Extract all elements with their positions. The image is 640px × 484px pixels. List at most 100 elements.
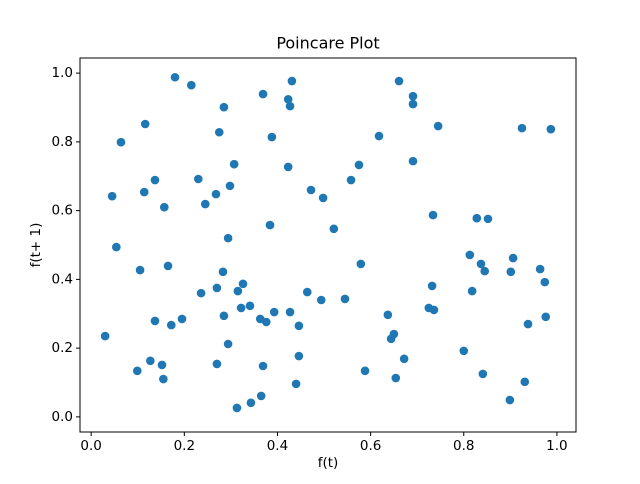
scatter-point [433, 121, 443, 131]
scatter-point [258, 361, 268, 371]
scatter-point [269, 307, 279, 317]
scatter-point [374, 131, 384, 141]
scatter-point [546, 124, 556, 134]
scatter-point [478, 369, 488, 379]
scatter-point [159, 202, 169, 212]
scatter-point [265, 220, 275, 230]
scatter-point [223, 233, 233, 243]
scatter-point [159, 374, 168, 384]
plot-area [100, 72, 556, 413]
scatter-point [465, 250, 475, 260]
scatter-point [354, 160, 364, 170]
scatter-point [408, 99, 418, 109]
scatter-point [238, 279, 248, 289]
scatter-point [212, 283, 222, 293]
scatter-point [506, 267, 516, 277]
scatter-point [219, 102, 229, 112]
scatter-point [283, 162, 293, 172]
scatter-point [306, 185, 316, 195]
scatter-point [245, 301, 255, 311]
scatter-point [218, 267, 228, 277]
scatter-point [146, 356, 155, 366]
y-tick-label: 0.4 [52, 271, 73, 287]
scatter-point [177, 314, 187, 324]
scatter-point [408, 91, 418, 101]
x-axis-label: f(t) [318, 455, 339, 471]
scatter-point [135, 265, 145, 275]
scatter-point [193, 174, 203, 184]
y-tick-label: 0.8 [52, 134, 73, 150]
scatter-point [225, 181, 235, 191]
scatter-point [283, 94, 293, 104]
scatter-point [214, 127, 224, 137]
scatter-point [212, 359, 222, 369]
y-axis-label: f(t+ 1) [28, 223, 44, 268]
scatter-point [472, 213, 482, 223]
x-tick-label: 0.4 [267, 438, 288, 454]
scatter-point [480, 266, 490, 276]
scatter-point [261, 317, 271, 327]
scatter-point [287, 76, 297, 86]
scatter-point [389, 329, 399, 339]
scatter-point [139, 187, 149, 197]
scatter-point [517, 123, 527, 133]
scatter-point [523, 319, 533, 329]
scatter-point [166, 320, 176, 330]
scatter-point [246, 398, 256, 408]
scatter-point [346, 175, 356, 185]
y-tick-label: 0.0 [52, 409, 73, 425]
scatter-point [399, 354, 409, 364]
x-tick-label: 0.2 [174, 438, 195, 454]
x-tick-label: 1.0 [546, 438, 567, 454]
scatter-point [428, 210, 438, 220]
scatter-point [459, 346, 469, 356]
scatter-point [150, 175, 160, 185]
scatter-point [236, 303, 246, 313]
scatter-point [540, 277, 550, 287]
scatter-point [541, 312, 551, 322]
scatter-point [170, 72, 180, 82]
scatter-point [535, 264, 545, 274]
scatter-point [187, 80, 196, 90]
scatter-point [467, 286, 477, 296]
scatter-point [383, 310, 393, 320]
x-tick-label: 0.6 [360, 438, 381, 454]
scatter-point [150, 316, 160, 326]
scatter-point [163, 261, 173, 271]
scatter-point [232, 403, 242, 413]
scatter-point [394, 76, 404, 86]
scatter-point [157, 360, 167, 370]
scatter-point [316, 295, 326, 305]
x-tick-label: 0.0 [80, 438, 101, 454]
scatter-point [360, 366, 370, 376]
scatter-point [223, 339, 233, 349]
scatter-point [520, 377, 530, 387]
scatter-point [391, 373, 401, 383]
scatter-point [318, 193, 328, 203]
scatter-point [229, 159, 239, 169]
axes-frame [79, 57, 577, 433]
scatter-point [100, 331, 110, 341]
scatter-point [233, 286, 243, 296]
scatter-point [294, 351, 304, 361]
y-tick-label: 1.0 [52, 65, 73, 81]
y-tick-label: 0.2 [52, 340, 73, 356]
scatter-point [508, 253, 518, 263]
scatter-point [258, 89, 268, 99]
scatter-point [196, 288, 206, 298]
scatter-point [356, 259, 366, 269]
scatter-point [340, 294, 350, 304]
scatter-point [291, 379, 301, 389]
scatter-point [483, 214, 493, 224]
scatter-point [107, 191, 117, 201]
y-tick-label: 0.6 [52, 203, 73, 219]
scatter-point [211, 189, 221, 199]
scatter-point [505, 395, 515, 405]
chart-title: Poincare Plot [276, 34, 379, 53]
scatter-point [219, 311, 229, 321]
scatter-point [302, 287, 312, 297]
scatter-point [408, 156, 418, 166]
scatter-point [294, 321, 304, 331]
scatter-point [285, 101, 295, 111]
x-tick-label: 0.8 [453, 438, 474, 454]
